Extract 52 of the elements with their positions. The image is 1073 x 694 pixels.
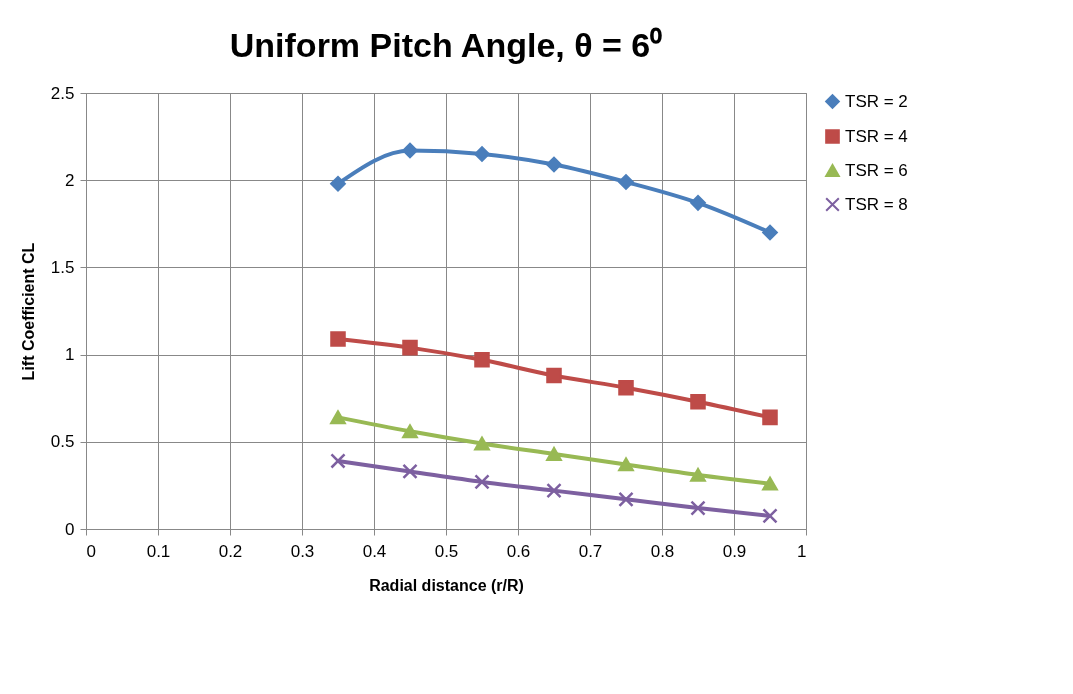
y-tick-label: 0 [65,519,75,539]
point [330,410,346,425]
point [330,175,346,192]
legend-label: TSR = 4 [845,126,908,146]
point [402,339,418,356]
x-tick-label: 0.7 [578,541,603,561]
point [474,146,490,162]
x-tick-label: 0.1 [146,541,171,561]
x-tick-label: 0.5 [434,541,459,561]
y-tick-label: 2.5 [50,83,75,103]
x-tick-label: 0.4 [362,541,387,561]
x-tick-label: 0 [86,541,96,561]
y-tick-label: 0.5 [50,432,75,452]
point [762,476,778,491]
point [330,453,346,469]
point [474,474,490,490]
legend-label: TSR = 8 [845,194,908,214]
point [690,393,706,410]
legend-label: TSR = 6 [845,160,908,180]
x-tick-label: 1 [797,541,807,561]
point [330,331,346,347]
y-tick-label: 1.5 [50,257,75,277]
y-tick-label: 2 [65,170,75,190]
point [618,379,634,396]
point [762,508,778,524]
point [546,156,562,173]
chart-title: Uniform Pitch Angle, θ = 6⁰ [229,26,663,64]
point [762,224,778,241]
y-axis-title: Lift Coefficient CL [19,242,37,381]
legend-label: TSR = 2 [845,91,908,111]
point [762,409,778,426]
point [618,491,634,508]
point [546,447,562,461]
y-tick-label: 1 [65,345,75,365]
point [402,142,418,159]
x-tick-label: 0.8 [650,541,675,561]
x-tick-label: 0.6 [506,541,531,561]
point [618,457,634,472]
point [618,174,634,190]
x-tick-label: 0.9 [722,541,747,561]
point [546,367,562,384]
point [402,424,418,439]
point [474,436,490,451]
point [690,195,706,211]
point [546,482,562,499]
x-tick-label: 0.3 [290,541,315,561]
point [690,500,706,516]
point [402,463,418,480]
point [690,468,706,482]
x-axis-title: Radial distance (r/R) [369,576,524,594]
x-tick-label: 0.2 [218,541,243,561]
point [474,352,490,368]
